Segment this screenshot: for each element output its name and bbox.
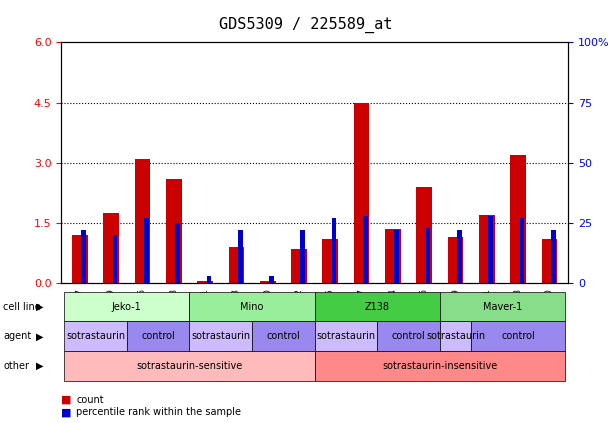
Bar [417, 187, 432, 283]
Text: sotrastaurin: sotrastaurin [66, 331, 125, 341]
Text: Z138: Z138 [365, 302, 390, 312]
Bar [238, 231, 243, 283]
Text: percentile rank within the sample: percentile rank within the sample [76, 407, 241, 418]
Bar [81, 231, 86, 283]
Bar [426, 228, 430, 283]
Bar [354, 103, 370, 283]
Bar [448, 237, 463, 283]
Bar [551, 231, 555, 283]
Bar [134, 159, 150, 283]
Text: Jeko-1: Jeko-1 [112, 302, 142, 312]
Text: GDS5309 / 225589_at: GDS5309 / 225589_at [219, 17, 392, 33]
Text: agent: agent [3, 331, 31, 341]
Text: count: count [76, 395, 104, 405]
Bar [260, 281, 276, 283]
Bar [112, 235, 117, 283]
Text: control: control [501, 331, 535, 341]
Bar [394, 231, 399, 283]
Bar [144, 218, 148, 283]
Bar [175, 223, 180, 283]
Bar [229, 247, 244, 283]
Text: sotrastaurin: sotrastaurin [316, 331, 376, 341]
Text: sotrastaurin-insensitive: sotrastaurin-insensitive [382, 361, 497, 371]
Text: ■: ■ [61, 407, 71, 418]
Bar [323, 239, 338, 283]
Bar [519, 218, 524, 283]
Bar [291, 249, 307, 283]
Text: control: control [141, 331, 175, 341]
Text: Maver-1: Maver-1 [483, 302, 522, 312]
Text: sotrastaurin-sensitive: sotrastaurin-sensitive [136, 361, 243, 371]
Text: cell line: cell line [3, 302, 41, 312]
Bar [269, 276, 274, 283]
Bar [488, 216, 493, 283]
Bar [301, 231, 305, 283]
Text: ▶: ▶ [36, 361, 43, 371]
Text: ■: ■ [61, 395, 71, 405]
Text: other: other [3, 361, 29, 371]
Bar [207, 276, 211, 283]
Bar [197, 281, 213, 283]
Bar [363, 216, 368, 283]
Bar [72, 235, 88, 283]
Text: Mino: Mino [240, 302, 264, 312]
Bar [332, 218, 337, 283]
Text: sotrastaurin: sotrastaurin [191, 331, 251, 341]
Bar [166, 179, 181, 283]
Text: ▶: ▶ [36, 331, 43, 341]
Text: sotrastaurin: sotrastaurin [426, 331, 485, 341]
Bar [457, 231, 462, 283]
Bar [541, 239, 557, 283]
Text: control: control [266, 331, 300, 341]
Bar [479, 215, 495, 283]
Bar [385, 229, 401, 283]
Text: control: control [392, 331, 425, 341]
Bar [510, 155, 526, 283]
Text: ▶: ▶ [36, 302, 43, 312]
Bar [103, 213, 119, 283]
